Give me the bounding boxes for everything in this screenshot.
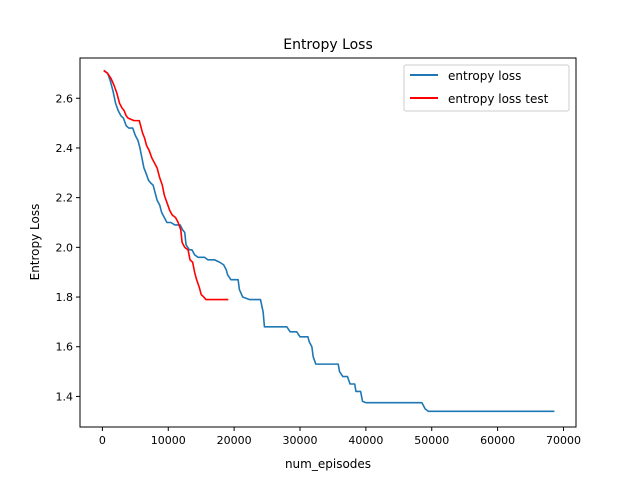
y-tick-label: 1.6 — [56, 341, 74, 354]
x-tick-label: 70000 — [546, 434, 581, 447]
x-tick-label: 10000 — [151, 434, 186, 447]
x-tick-label: 0 — [99, 434, 106, 447]
x-axis-label: num_episodes — [285, 457, 371, 471]
legend-label-entropy-loss: entropy loss — [448, 69, 521, 83]
x-tick-label: 40000 — [348, 434, 383, 447]
x-tick-label: 50000 — [414, 434, 449, 447]
y-axis-label: Entropy Loss — [28, 204, 42, 281]
y-axis: 1.4 1.6 1.8 2.0 2.2 2.4 2.6 — [56, 92, 80, 403]
legend: entropy loss entropy loss test — [403, 64, 570, 112]
x-tick-label: 60000 — [480, 434, 515, 447]
y-tick-label: 2.2 — [56, 192, 74, 205]
plot-frame — [79, 57, 577, 428]
x-tick-label: 30000 — [283, 434, 318, 447]
y-tick-label: 2.0 — [56, 241, 74, 254]
legend-box — [403, 64, 570, 112]
chart-title: Entropy Loss — [283, 37, 373, 53]
plot-area — [80, 58, 576, 427]
y-tick-label: 2.4 — [56, 142, 74, 155]
series-lines — [103, 69, 555, 413]
y-tick-label: 2.6 — [56, 92, 74, 105]
series-line-entropy-loss-test — [103, 69, 229, 301]
x-tick-label: 20000 — [217, 434, 252, 447]
legend-label-entropy-loss-test: entropy loss test — [448, 92, 549, 106]
y-tick-label: 1.8 — [56, 291, 74, 304]
x-axis: 0 10000 20000 30000 40000 50000 60000 70000 — [99, 427, 581, 447]
series-line-entropy-loss — [103, 69, 555, 413]
y-tick-label: 1.4 — [56, 390, 74, 403]
